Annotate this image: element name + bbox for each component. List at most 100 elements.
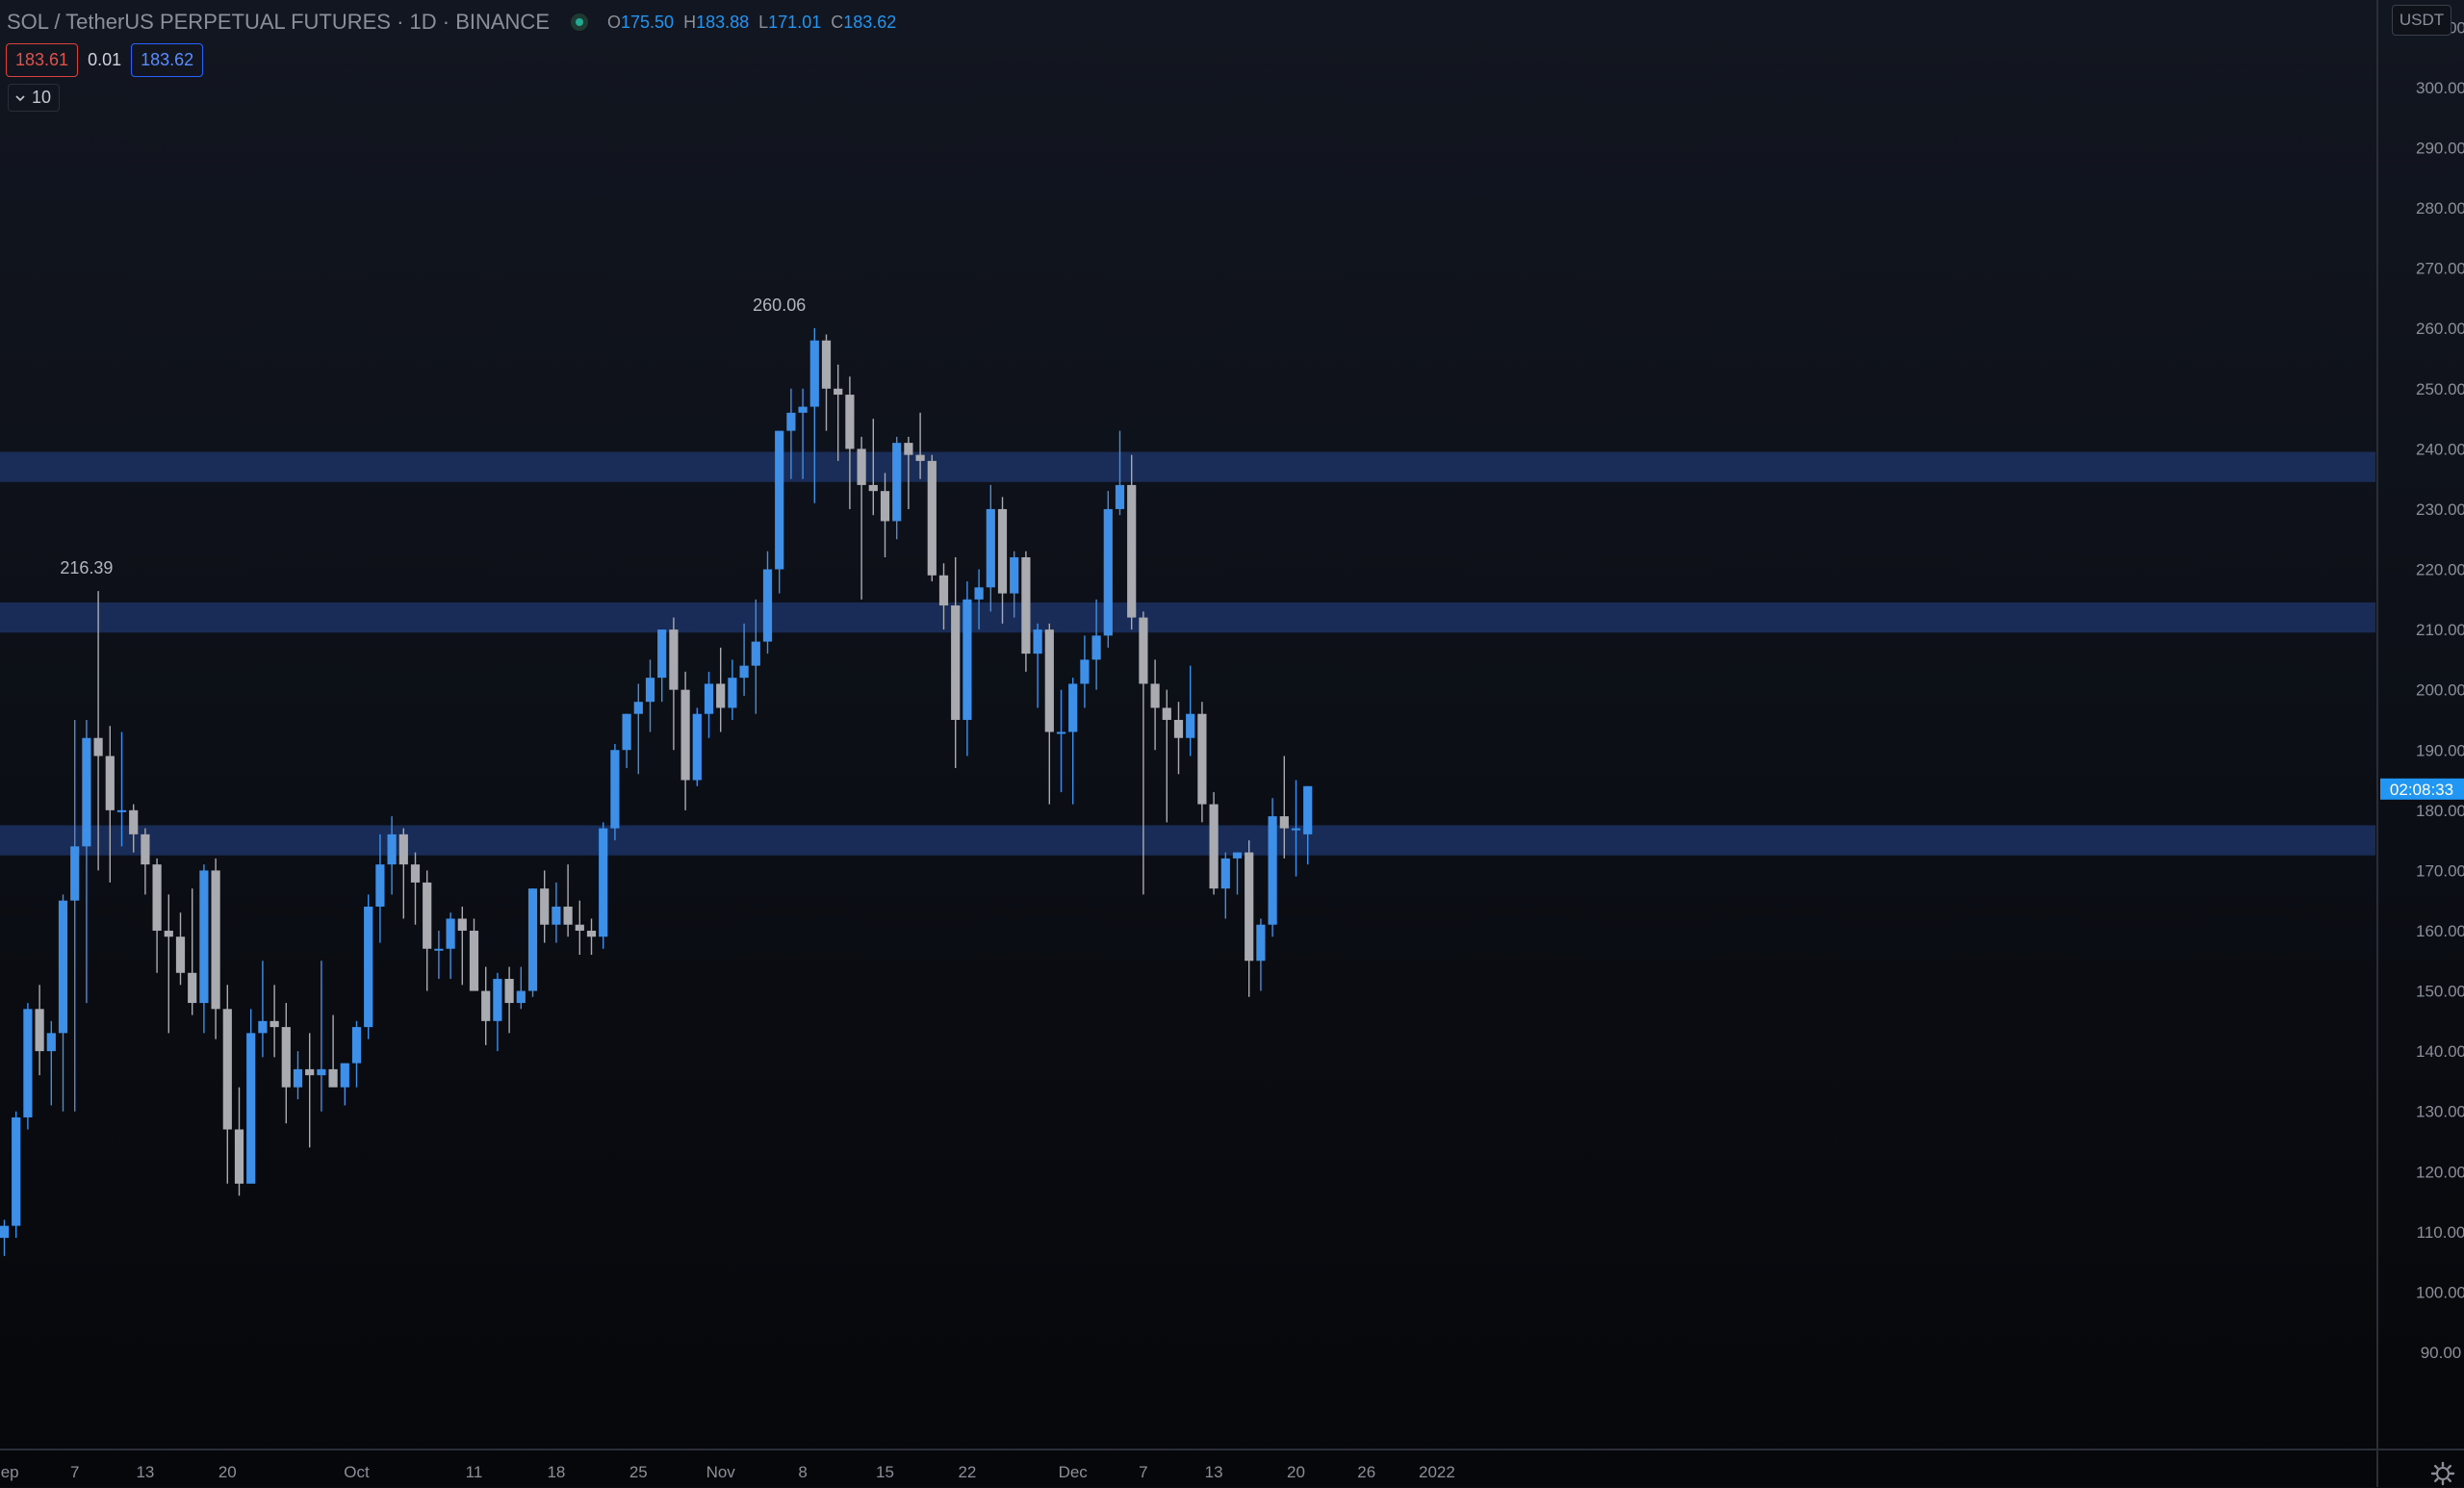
time-tick-label: 7 <box>1139 1463 1147 1481</box>
candle <box>317 961 326 1112</box>
candle-body <box>457 918 467 931</box>
candle <box>868 419 878 516</box>
candle-body <box>1033 629 1042 654</box>
candle-body <box>1139 617 1148 684</box>
gear-icon[interactable] <box>2428 1459 2457 1488</box>
ohlc-close-key: C <box>831 12 844 32</box>
ohlc-open-key: O <box>607 12 622 32</box>
ohlc-close: C183.62 <box>831 13 896 33</box>
candle <box>116 731 127 847</box>
candle <box>622 713 631 769</box>
candle-body <box>364 906 373 1028</box>
candle-body <box>152 864 162 931</box>
candle-body <box>305 1068 315 1076</box>
candle-body <box>351 1027 362 1064</box>
price-tick-label: 110.00 <box>2417 1223 2464 1242</box>
market-status-icon <box>571 13 588 31</box>
symbol-title[interactable]: SOL / TetherUS PERPETUAL FUTURES · 1D · … <box>7 10 550 34</box>
candle-body <box>175 936 186 973</box>
candle <box>129 804 139 853</box>
candle <box>669 617 679 751</box>
candle <box>997 497 1008 624</box>
candle-body <box>586 930 597 937</box>
candle-body <box>469 930 479 991</box>
candle-body <box>1021 557 1031 654</box>
currency-unit-button[interactable]: USDT <box>2392 5 2451 36</box>
candle <box>423 870 432 991</box>
time-tick-label: 2022 <box>1419 1463 1455 1481</box>
candle-body <box>986 508 995 588</box>
candle <box>927 454 937 582</box>
time-tick-label: 8 <box>798 1463 807 1481</box>
candle <box>141 828 150 895</box>
buy-button[interactable]: 183.62 <box>131 43 204 77</box>
candle <box>1139 611 1148 895</box>
candle-body <box>1220 858 1230 889</box>
price-tick-label: 150.00 <box>2416 983 2464 1001</box>
candle <box>351 1020 362 1088</box>
candle-body <box>857 449 866 485</box>
indicators-toggle-button[interactable]: 10 <box>8 84 61 112</box>
candle-body <box>70 846 80 901</box>
candle-body <box>188 972 197 1004</box>
candle-body <box>540 888 550 925</box>
candle-body <box>116 809 127 812</box>
candle-body <box>1044 629 1054 732</box>
candle-body <box>1127 484 1137 618</box>
candle-body <box>1162 707 1171 720</box>
candle-body <box>938 575 949 606</box>
price-tick-label: 160.00 <box>2416 922 2464 940</box>
candle <box>0 1219 10 1256</box>
candle <box>552 882 561 943</box>
candle <box>58 894 68 1112</box>
candle-body <box>234 1129 244 1184</box>
price-tick-label: 90.00 <box>2421 1344 2462 1362</box>
candle <box>1291 780 1301 877</box>
candle <box>645 659 655 732</box>
candle <box>857 436 866 600</box>
candle <box>728 659 737 720</box>
candle <box>892 436 902 540</box>
candle-body <box>951 605 961 720</box>
price-tick-label: 120.00 <box>2416 1163 2464 1181</box>
candle-body <box>728 678 737 708</box>
high-price-label: 260.06 <box>753 295 806 315</box>
candle-body <box>82 737 91 847</box>
candle-body <box>880 491 890 522</box>
high-price-label: 216.39 <box>60 558 113 577</box>
candle-body <box>575 924 584 931</box>
sell-button[interactable]: 183.61 <box>6 43 79 77</box>
candle-body <box>704 683 714 714</box>
candle-body <box>610 750 620 829</box>
candle-body <box>1115 484 1125 509</box>
candle-body <box>633 702 643 714</box>
candle <box>1197 702 1207 823</box>
candle <box>434 930 444 980</box>
candle-body <box>410 864 421 883</box>
candle-body <box>716 683 726 708</box>
candle-body <box>1256 924 1266 962</box>
candles-group <box>0 327 1313 1256</box>
candle <box>692 707 702 786</box>
time-tick-label: 22 <box>958 1463 976 1481</box>
price-tick-label: 200.00 <box>2416 681 2464 700</box>
candle <box>786 388 796 479</box>
price-tick-label: 250.00 <box>2416 380 2464 398</box>
candle-body <box>493 979 502 1021</box>
candle-body <box>1186 713 1195 738</box>
trade-buttons: 183.61 0.01 183.62 <box>6 43 204 77</box>
candle <box>469 918 479 991</box>
candle <box>610 743 620 841</box>
candle <box>305 1033 315 1148</box>
time-tick-label: Nov <box>706 1463 736 1481</box>
candle-body <box>317 1068 326 1076</box>
price-tick-label: 170.00 <box>2416 861 2464 880</box>
candle <box>105 726 115 883</box>
candle-body <box>1080 659 1090 684</box>
candle <box>504 966 514 1034</box>
candle-body <box>974 587 984 600</box>
candle-body <box>809 340 819 407</box>
candle <box>188 888 197 1015</box>
